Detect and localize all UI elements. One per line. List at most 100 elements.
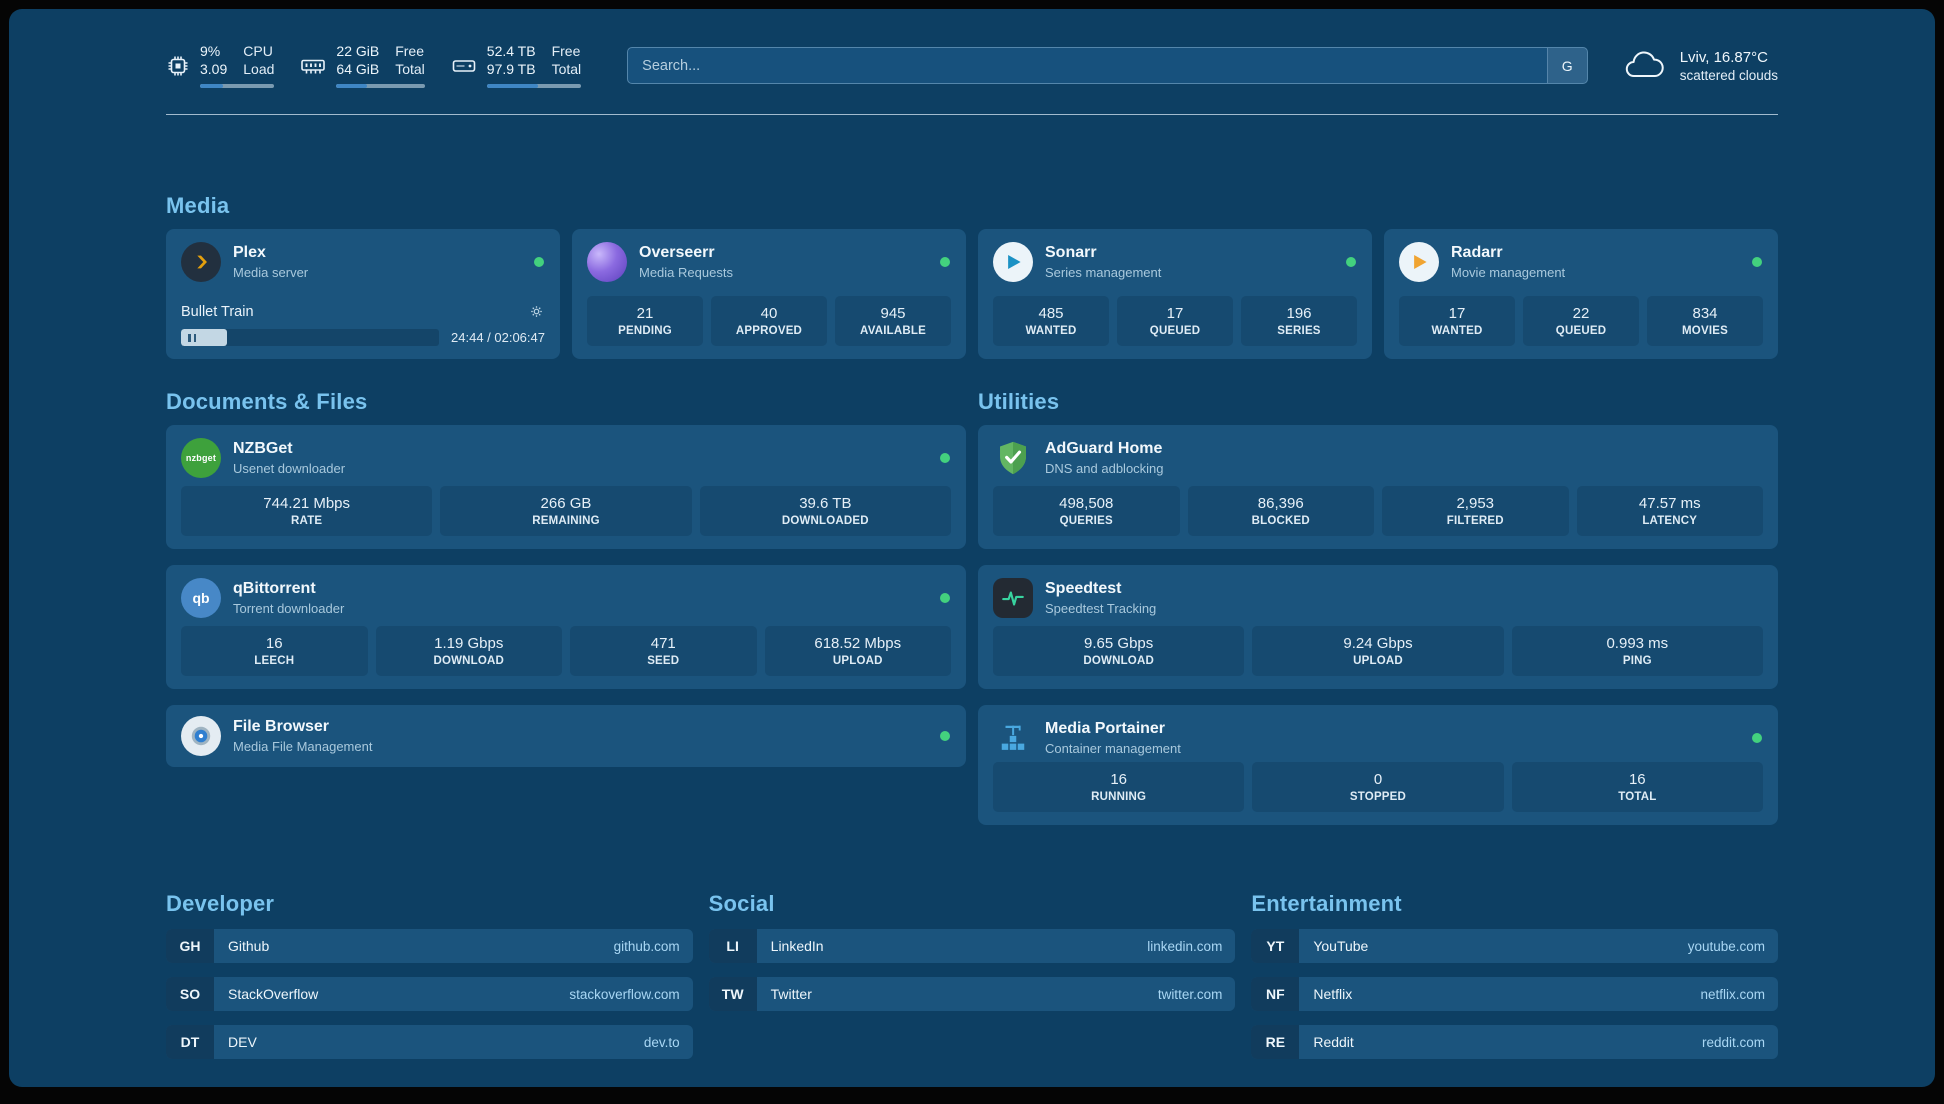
stat-tile: 16 LEECH [181, 626, 368, 676]
topbar-divider [166, 114, 1778, 115]
stat-value: 17 [1448, 305, 1466, 322]
overseerr-icon [587, 242, 627, 282]
cpu-stat: 9% CPU 3.09 Load [166, 43, 275, 88]
ram-stat: 22 GiB Free 64 GiB Total [300, 43, 425, 88]
bookmark-dev[interactable]: DT DEV dev.to [166, 1025, 693, 1059]
ram-icon [300, 54, 326, 78]
stat-label: SEED [647, 655, 680, 667]
stat-tile: 21 PENDING [587, 296, 703, 346]
bookmark-url: netflix.com [1700, 986, 1765, 1002]
stat-label: MOVIES [1682, 325, 1728, 337]
bookmark-tag: YT [1251, 929, 1300, 963]
app-name: Overseerr [639, 243, 715, 261]
bookmark-name: Twitter [770, 986, 812, 1002]
disk-stat: 52.4 TB Free 97.9 TB Total [451, 43, 582, 88]
stat-tile: 22 QUEUED [1523, 296, 1639, 346]
bookmark-stackoverflow[interactable]: SO StackOverflow stackoverflow.com [166, 977, 693, 1011]
stat-label: RUNNING [1091, 791, 1147, 803]
section-title-social: Social [708, 891, 775, 916]
cpu-label-bottom: Load [243, 61, 275, 77]
status-dot [940, 731, 950, 741]
media-progressbar[interactable] [181, 329, 440, 346]
stat-value: 266 GB [540, 495, 592, 512]
pause-icon[interactable] [193, 333, 196, 342]
cloud-icon [1622, 48, 1668, 84]
utilities-column: Utilities [978, 389, 1778, 825]
pause-icon[interactable] [188, 333, 191, 342]
app-name: Sonarr [1045, 243, 1097, 261]
cpu-progressbar [200, 84, 275, 88]
bookmark-youtube[interactable]: YT YouTube youtube.com [1251, 929, 1778, 963]
app-desc: Media server [233, 265, 309, 281]
bookmark-name: YouTube [1313, 938, 1369, 954]
app-name: AdGuard Home [1045, 439, 1163, 457]
bookmark-url: twitter.com [1157, 986, 1223, 1002]
card-sonarr[interactable]: Sonarr Series management 485 WANTED 17 Q… [978, 229, 1372, 359]
app-desc: DNS and adblocking [1045, 461, 1164, 477]
stat-value: 485 [1038, 305, 1064, 322]
stat-tile: 471 SEED [570, 626, 757, 676]
weather-location-temp: Lviv, 16.87°C [1679, 48, 1768, 66]
app-name: Plex [233, 243, 266, 261]
stat-value: 16 [1110, 771, 1127, 788]
card-nzbget[interactable]: nzbget NZBGet Usenet downloader 744.21 M… [166, 425, 966, 549]
stat-tile: 47.57 ms LATENCY [1576, 486, 1763, 536]
status-dot [1752, 733, 1762, 743]
weather-widget[interactable]: Lviv, 16.87°C scattered clouds [1622, 48, 1778, 84]
bookmark-netflix[interactable]: NF Netflix netflix.com [1251, 977, 1778, 1011]
bookmark-name: DEV [228, 1034, 257, 1050]
stat-tile: 86,396 BLOCKED [1187, 486, 1374, 536]
bookmark-name: Reddit [1313, 1034, 1354, 1050]
card-filebrowser[interactable]: File Browser Media File Management [166, 705, 966, 767]
ram-progressbar [336, 84, 425, 88]
media-time: 24:44 / 02:06:47 [451, 330, 545, 345]
search-input[interactable] [628, 48, 1547, 83]
stat-value: 471 [650, 635, 676, 652]
bookmark-tag: TW [708, 977, 757, 1011]
stat-tile: 834 MOVIES [1647, 296, 1763, 346]
bookmark-url: reddit.com [1701, 1034, 1765, 1050]
stat-value: 16 [265, 635, 283, 652]
entertainment-bookmarks: Entertainment YT YouTube youtube.com NF … [1251, 891, 1778, 1073]
card-qbittorrent[interactable]: qb qBittorrent Torrent downloader 16 [166, 565, 966, 689]
card-radarr[interactable]: Radarr Movie management 17 WANTED 22 QUE… [1384, 229, 1778, 359]
stat-value: 618.52 Mbps [814, 635, 902, 652]
stat-tile: 618.52 Mbps UPLOAD [764, 626, 951, 676]
bookmark-linkedin[interactable]: LI LinkedIn linkedin.com [708, 929, 1236, 963]
bookmark-url: stackoverflow.com [569, 986, 680, 1002]
ram-label-top: Free [395, 43, 425, 59]
nzbget-icon-text: nzbget [185, 453, 217, 463]
status-dot [1346, 257, 1356, 267]
weather-condition: scattered clouds [1679, 67, 1778, 83]
nzbget-icon: nzbget [181, 438, 221, 478]
stat-tile: 39.6 TB DOWNLOADED [699, 486, 951, 536]
bookmark-twitter[interactable]: TW Twitter twitter.com [708, 977, 1236, 1011]
stat-tile: 266 GB REMAINING [440, 486, 692, 536]
media-title: Bullet Train [181, 303, 254, 320]
app-desc: Usenet downloader [233, 461, 346, 477]
stat-value: 86,396 [1257, 495, 1304, 512]
card-adguard[interactable]: AdGuard Home DNS and adblocking 498,508 … [978, 425, 1778, 549]
stat-value: 834 [1692, 305, 1718, 322]
gear-icon[interactable] [528, 303, 545, 320]
bookmark-name: Netflix [1313, 986, 1353, 1002]
card-overseerr[interactable]: Overseerr Media Requests 21 PENDING 40 A… [572, 229, 966, 359]
stat-tile: 0.993 ms PING [1511, 626, 1763, 676]
stat-tile: 485 WANTED [993, 296, 1109, 346]
bookmark-reddit[interactable]: RE Reddit reddit.com [1251, 1025, 1778, 1059]
card-plex[interactable]: Plex Media server Bullet Train [166, 229, 560, 359]
bookmark-name: StackOverflow [228, 986, 319, 1002]
bookmark-github[interactable]: GH Github github.com [166, 929, 693, 963]
search-engine-button[interactable]: G [1546, 48, 1587, 83]
card-speedtest[interactable]: Speedtest Speedtest Tracking 9.65 Gbps D… [978, 565, 1778, 689]
stat-label: SERIES [1277, 325, 1321, 337]
radarr-icon [1399, 242, 1439, 282]
stat-value: 21 [636, 305, 654, 322]
app-desc: Media Requests [639, 265, 733, 281]
stat-label: STOPPED [1349, 791, 1407, 803]
stat-label: QUEUED [1149, 325, 1201, 337]
section-title-media: Media [166, 193, 230, 218]
app-desc: Media File Management [233, 739, 373, 755]
ram-free-value: 22 GiB [336, 43, 380, 59]
card-portainer[interactable]: Media Portainer Container management 16 … [978, 705, 1778, 825]
